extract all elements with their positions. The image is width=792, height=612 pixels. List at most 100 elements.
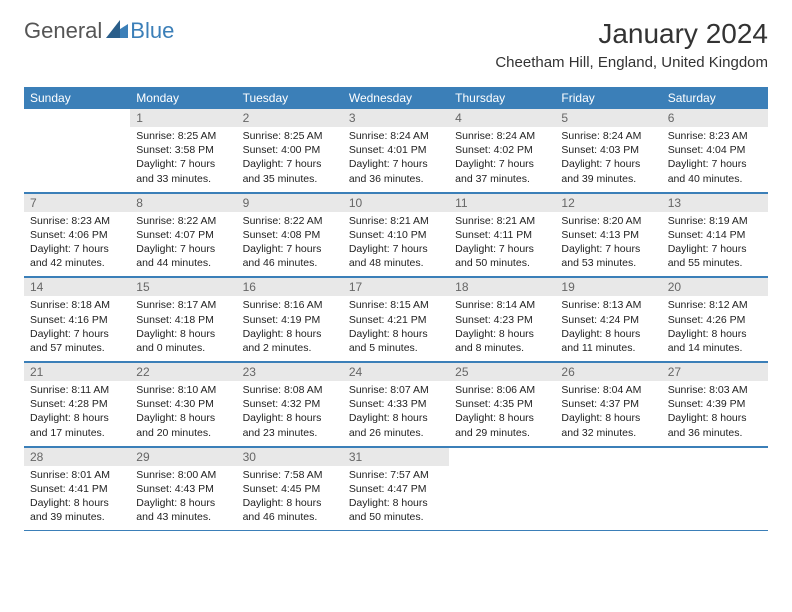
weekday-monday: Monday xyxy=(130,87,236,109)
title-block: January 2024 Cheetham Hill, England, Uni… xyxy=(495,18,768,71)
day-info: Sunrise: 8:19 AMSunset: 4:14 PMDaylight:… xyxy=(668,214,762,271)
weekday-header-row: SundayMondayTuesdayWednesdayThursdayFrid… xyxy=(24,87,768,109)
weekday-friday: Friday xyxy=(555,87,661,109)
day-cell: 16Sunrise: 8:16 AMSunset: 4:19 PMDayligh… xyxy=(237,277,343,361)
day-cell: 14Sunrise: 8:18 AMSunset: 4:16 PMDayligh… xyxy=(24,277,130,361)
day-info: Sunrise: 8:15 AMSunset: 4:21 PMDaylight:… xyxy=(349,298,443,355)
day-cell: 18 Sunrise: 8:14 AMSunset: 4:23 PMDayligh… xyxy=(449,277,555,361)
day-number: 10 xyxy=(343,194,449,212)
day-cell: 29 Sunrise: 8:00 AMSunset: 4:43 PMDayligh… xyxy=(130,447,236,531)
weekday-thursday: Thursday xyxy=(449,87,555,109)
day-cell: 7 Sunrise: 8:23 AMSunset: 4:06 PMDaylight… xyxy=(24,193,130,277)
day-info: Sunrise: 8:17 AMSunset: 4:18 PMDaylight:… xyxy=(136,298,230,355)
day-number: 13 xyxy=(662,194,768,212)
day-cell: 20Sunrise: 8:12 AMSunset: 4:26 PMDayligh… xyxy=(662,277,768,361)
logo-triangle-icon xyxy=(106,20,128,43)
day-cell: 28 Sunrise: 8:01 AMSunset: 4:41 PMDayligh… xyxy=(24,447,130,531)
day-info: Sunrise: 8:22 AMSunset: 4:08 PMDaylight:… xyxy=(243,214,337,271)
day-info: Sunrise: 8:04 AMSunset: 4:37 PMDaylight:… xyxy=(561,383,655,440)
day-info: Sunrise: 7:57 AMSunset: 4:47 PMDaylight:… xyxy=(349,468,443,525)
header: General Blue January 2024 Cheetham Hill,… xyxy=(0,0,792,79)
day-cell-empty xyxy=(449,447,555,531)
day-cell: 6 Sunrise: 8:23 AMSunset: 4:04 PMDaylight… xyxy=(662,109,768,192)
day-cell-empty xyxy=(662,447,768,531)
day-number: 22 xyxy=(130,363,236,381)
day-cell: 4Sunrise: 8:24 AMSunset: 4:02 PMDaylight… xyxy=(449,109,555,192)
day-number: 9 xyxy=(237,194,343,212)
day-cell: 25Sunrise: 8:06 AMSunset: 4:35 PMDayligh… xyxy=(449,362,555,446)
day-number: 29 xyxy=(130,448,236,466)
day-info: Sunrise: 8:14 AMSunset: 4:23 PMDaylight:… xyxy=(455,298,549,355)
day-info: Sunrise: 8:24 AMSunset: 4:01 PMDaylight:… xyxy=(349,129,443,186)
day-cell: 3 Sunrise: 8:24 AMSunset: 4:01 PMDaylight… xyxy=(343,109,449,192)
weekday-sunday: Sunday xyxy=(24,87,130,109)
day-number: 8 xyxy=(130,194,236,212)
day-number: 21 xyxy=(24,363,130,381)
month-title: January 2024 xyxy=(495,18,768,50)
day-number: 26 xyxy=(555,363,661,381)
day-number: 24 xyxy=(343,363,449,381)
day-info: Sunrise: 8:08 AMSunset: 4:32 PMDaylight:… xyxy=(243,383,337,440)
day-cell: 8 Sunrise: 8:22 AMSunset: 4:07 PMDaylight… xyxy=(130,193,236,277)
day-number: 1 xyxy=(130,109,236,127)
day-info: Sunrise: 8:22 AMSunset: 4:07 PMDaylight:… xyxy=(136,214,230,271)
day-cell: 2 Sunrise: 8:25 AMSunset: 4:00 PMDaylight… xyxy=(237,109,343,192)
week-row: 21 Sunrise: 8:11 AMSunset: 4:28 PMDayligh… xyxy=(24,362,768,447)
day-cell: 22 Sunrise: 8:10 AMSunset: 4:30 PMDayligh… xyxy=(130,362,236,446)
weekday-tuesday: Tuesday xyxy=(237,87,343,109)
day-number: 15 xyxy=(130,278,236,296)
day-number: 3 xyxy=(343,109,449,127)
day-number: 28 xyxy=(24,448,130,466)
logo: General Blue xyxy=(24,18,174,44)
day-number: 7 xyxy=(24,194,130,212)
day-number: 14 xyxy=(24,278,130,296)
day-number: 30 xyxy=(237,448,343,466)
day-cell: 21 Sunrise: 8:11 AMSunset: 4:28 PMDayligh… xyxy=(24,362,130,446)
day-cell: 19Sunrise: 8:13 AMSunset: 4:24 PMDayligh… xyxy=(555,277,661,361)
day-info: Sunrise: 8:10 AMSunset: 4:30 PMDaylight:… xyxy=(136,383,230,440)
day-info: Sunrise: 8:23 AMSunset: 4:04 PMDaylight:… xyxy=(668,129,762,186)
weekday-saturday: Saturday xyxy=(662,87,768,109)
day-info: Sunrise: 8:07 AMSunset: 4:33 PMDaylight:… xyxy=(349,383,443,440)
day-info: Sunrise: 8:24 AMSunset: 4:02 PMDaylight:… xyxy=(455,129,549,186)
logo-text-general: General xyxy=(24,18,102,44)
day-info: Sunrise: 8:11 AMSunset: 4:28 PMDaylight:… xyxy=(30,383,124,440)
week-row: 7 Sunrise: 8:23 AMSunset: 4:06 PMDaylight… xyxy=(24,193,768,278)
week-row: 14Sunrise: 8:18 AMSunset: 4:16 PMDayligh… xyxy=(24,277,768,362)
day-info: Sunrise: 8:06 AMSunset: 4:35 PMDaylight:… xyxy=(455,383,549,440)
day-number: 5 xyxy=(555,109,661,127)
weekday-wednesday: Wednesday xyxy=(343,87,449,109)
day-number: 31 xyxy=(343,448,449,466)
day-info: Sunrise: 8:25 AMSunset: 3:58 PMDaylight:… xyxy=(136,129,230,186)
day-cell: 15 Sunrise: 8:17 AMSunset: 4:18 PMDayligh… xyxy=(130,277,236,361)
day-number: 11 xyxy=(449,194,555,212)
day-number: 16 xyxy=(237,278,343,296)
day-cell: 13 Sunrise: 8:19 AMSunset: 4:14 PMDayligh… xyxy=(662,193,768,277)
day-info: Sunrise: 8:12 AMSunset: 4:26 PMDaylight:… xyxy=(668,298,762,355)
logo-text-blue: Blue xyxy=(130,18,174,44)
day-number: 2 xyxy=(237,109,343,127)
day-number: 18 xyxy=(449,278,555,296)
day-number: 19 xyxy=(555,278,661,296)
day-cell: 5 Sunrise: 8:24 AMSunset: 4:03 PMDaylight… xyxy=(555,109,661,192)
day-number: 17 xyxy=(343,278,449,296)
day-cell: 24 Sunrise: 8:07 AMSunset: 4:33 PMDayligh… xyxy=(343,362,449,446)
day-cell: 30 Sunrise: 7:58 AMSunset: 4:45 PMDayligh… xyxy=(237,447,343,531)
day-info: Sunrise: 8:01 AMSunset: 4:41 PMDaylight:… xyxy=(30,468,124,525)
day-cell: 27Sunrise: 8:03 AMSunset: 4:39 PMDayligh… xyxy=(662,362,768,446)
day-cell: 9 Sunrise: 8:22 AMSunset: 4:08 PMDaylight… xyxy=(237,193,343,277)
day-info: Sunrise: 8:23 AMSunset: 4:06 PMDaylight:… xyxy=(30,214,124,271)
location-subtitle: Cheetham Hill, England, United Kingdom xyxy=(495,54,768,71)
day-number: 23 xyxy=(237,363,343,381)
day-info: Sunrise: 7:58 AMSunset: 4:45 PMDaylight:… xyxy=(243,468,337,525)
day-info: Sunrise: 8:24 AMSunset: 4:03 PMDaylight:… xyxy=(561,129,655,186)
day-cell: 12Sunrise: 8:20 AMSunset: 4:13 PMDayligh… xyxy=(555,193,661,277)
day-cell: 17 Sunrise: 8:15 AMSunset: 4:21 PMDayligh… xyxy=(343,277,449,361)
day-info: Sunrise: 8:25 AMSunset: 4:00 PMDaylight:… xyxy=(243,129,337,186)
day-cell-empty xyxy=(555,447,661,531)
day-number: 6 xyxy=(662,109,768,127)
day-cell: 26 Sunrise: 8:04 AMSunset: 4:37 PMDayligh… xyxy=(555,362,661,446)
day-cell-empty xyxy=(24,109,130,192)
day-cell: 11Sunrise: 8:21 AMSunset: 4:11 PMDayligh… xyxy=(449,193,555,277)
day-info: Sunrise: 8:00 AMSunset: 4:43 PMDaylight:… xyxy=(136,468,230,525)
